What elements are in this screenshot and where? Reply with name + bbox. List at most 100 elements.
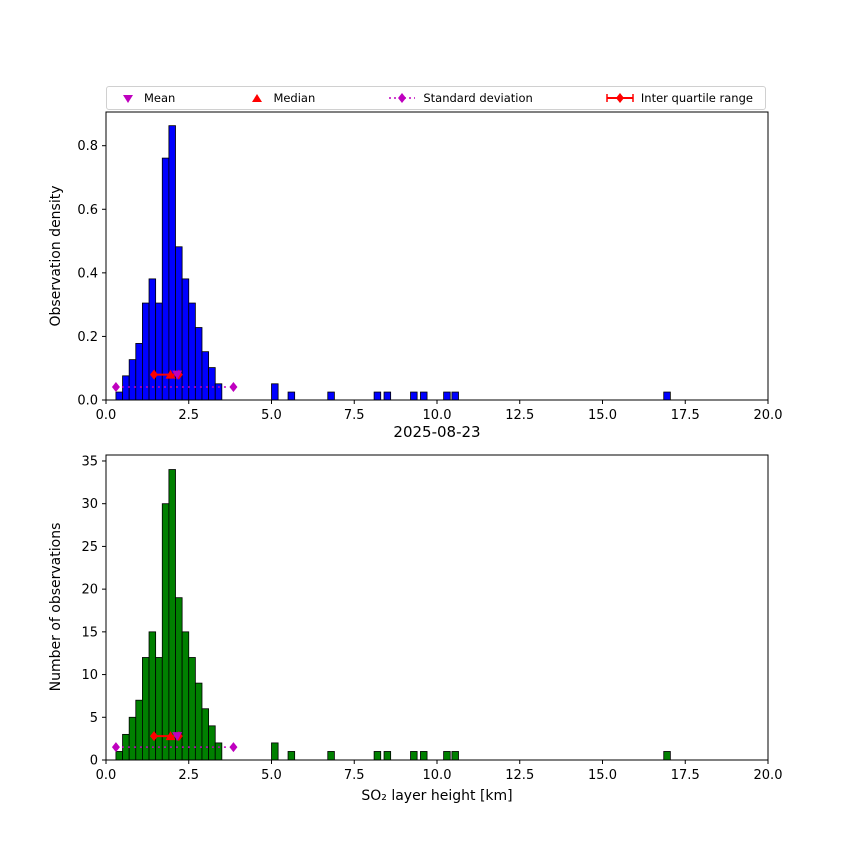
median-marker <box>165 369 176 379</box>
std-diamond-dotted-line-icon <box>389 93 416 103</box>
x-tick-label: 12.5 <box>505 768 534 783</box>
histogram-bar <box>188 302 196 401</box>
histogram-bar <box>168 469 176 761</box>
histogram-bar <box>142 657 150 761</box>
legend-label-median: Median <box>273 91 316 105</box>
histogram-bar <box>168 125 176 401</box>
y-tick-label: 35 <box>81 454 98 469</box>
histogram-bar <box>148 631 157 761</box>
legend-label-mean: Mean <box>144 91 176 105</box>
legend-item-median: Median <box>248 91 315 105</box>
x-tick-label: 17.5 <box>671 768 700 783</box>
histogram-bar <box>663 391 671 401</box>
histogram-bar <box>188 657 196 761</box>
iqr-diamond-marker <box>149 369 158 380</box>
histogram-bar <box>142 302 150 401</box>
histogram-bar <box>271 742 279 761</box>
y-tick-label: 15 <box>81 625 98 640</box>
histogram-bar <box>181 278 190 401</box>
histogram-bar <box>287 391 296 401</box>
mean-triangle-down-icon <box>123 95 133 103</box>
histogram-bar <box>135 343 143 401</box>
x-tick-label: 20.0 <box>754 768 783 783</box>
histogram-bar <box>128 359 137 401</box>
histogram-bar <box>327 391 335 401</box>
legend-label-std: Standard deviation <box>423 91 533 105</box>
histogram-bar <box>201 351 210 401</box>
legend-label-iqr: Inter quartile range <box>640 91 753 105</box>
histogram-bar <box>194 327 203 401</box>
median-marker <box>165 731 176 741</box>
x-tick-label: 20.0 <box>754 408 783 423</box>
histogram-bar <box>208 725 216 761</box>
legend-item-mean: Mean <box>119 91 175 105</box>
histogram-bar <box>373 751 382 761</box>
x-tick-label: 2.5 <box>178 408 199 423</box>
histogram-bar <box>443 751 451 761</box>
y-tick-label: 20 <box>81 583 98 598</box>
x-tick-label: 7.5 <box>344 768 365 783</box>
y-axis-label-density: Observation density <box>48 185 64 327</box>
histogram-bar <box>451 391 459 401</box>
std-diamond-marker <box>111 742 120 753</box>
histogram-bar <box>122 375 130 401</box>
std-diamond-marker <box>229 381 238 392</box>
x-tick-label: 10.0 <box>423 408 452 423</box>
histogram-bar <box>271 383 279 401</box>
histogram-bar <box>208 367 216 401</box>
x-tick-label: 5.0 <box>261 408 282 423</box>
histogram-bar <box>115 751 123 761</box>
x-tick-label: 7.5 <box>344 408 365 423</box>
histogram-bar <box>420 391 428 401</box>
histogram-bar <box>181 631 190 761</box>
histogram-bar <box>383 751 392 761</box>
legend-item-std: Standard deviation <box>388 91 533 105</box>
histogram-bar <box>161 157 170 401</box>
x-tick-label: 5.0 <box>261 768 282 783</box>
plot-title-date: 2025-08-23 <box>393 423 481 441</box>
x-tick-label: 10.0 <box>423 768 452 783</box>
histogram-bar <box>135 699 143 761</box>
legend: Mean Median Standard deviation Inter qua… <box>106 86 766 110</box>
y-tick-label: 30 <box>81 497 98 512</box>
mean-marker <box>172 370 183 380</box>
std-diamond-marker <box>111 381 120 392</box>
x-tick-label: 17.5 <box>671 408 700 423</box>
histogram-bar <box>373 391 382 401</box>
histogram-bar <box>155 657 163 761</box>
histogram-bar <box>214 742 223 761</box>
histogram-bar <box>287 751 296 761</box>
y-tick-label: 10 <box>81 668 98 683</box>
histogram-bar <box>451 751 459 761</box>
x-tick-label: 0.0 <box>96 408 117 423</box>
histogram-bar <box>201 708 210 761</box>
histogram-bar <box>128 716 137 761</box>
histogram-bar <box>420 751 428 761</box>
x-tick-label: 15.0 <box>588 408 617 423</box>
y-axis-label-count: Number of observations <box>48 522 64 692</box>
iqr-diamond-solid-line-icon <box>606 93 634 103</box>
x-tick-label: 0.0 <box>96 768 117 783</box>
x-tick-label: 12.5 <box>505 408 534 423</box>
x-tick-label: 2.5 <box>178 768 199 783</box>
y-tick-label: 0.2 <box>77 330 98 345</box>
histogram-bar <box>161 503 170 761</box>
histogram-bar <box>410 751 418 761</box>
histogram-bar <box>194 682 203 761</box>
histogram-bar <box>155 302 163 401</box>
histogram-bar <box>410 391 418 401</box>
histogram-bar <box>327 751 335 761</box>
y-tick-label: 5 <box>90 711 98 726</box>
y-tick-label: 0.0 <box>77 394 98 409</box>
y-tick-label: 0.6 <box>77 203 98 218</box>
mean-marker <box>172 732 183 742</box>
histogram-bar <box>663 751 671 761</box>
y-tick-label: 0.4 <box>77 266 98 281</box>
median-triangle-up-icon <box>252 94 263 102</box>
y-tick-label: 0.8 <box>77 139 98 154</box>
y-tick-label: 0 <box>90 754 98 769</box>
y-tick-label: 25 <box>81 540 98 555</box>
histogram-bar <box>443 391 451 401</box>
